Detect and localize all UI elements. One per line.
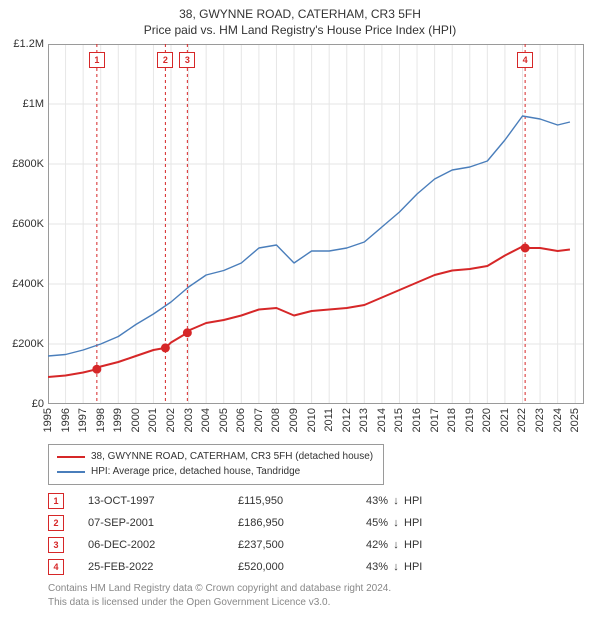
x-tick-label: 2004 [200,408,212,432]
table-price: £237,500 [238,539,348,551]
table-date: 25-FEB-2022 [88,561,238,573]
down-arrow-icon: ↓ [388,517,404,529]
table-pct: 45% [348,517,388,529]
plot-area: £0£200K£400K£600K£800K£1M£1.2M1995199619… [48,44,584,404]
table-hpi-label: HPI [404,517,444,529]
table-marker: 3 [48,537,64,553]
table-date: 13-OCT-1997 [88,495,238,507]
x-tick-label: 2023 [534,408,546,432]
table-date: 06-DEC-2002 [88,539,238,551]
x-tick-label: 2007 [253,408,265,432]
x-tick-label: 2020 [481,408,493,432]
table-marker: 4 [48,559,64,575]
x-tick-label: 2021 [499,408,511,432]
table-price: £115,950 [238,495,348,507]
tx-marker-4: 4 [517,52,533,68]
x-tick-label: 2003 [183,408,195,432]
y-tick-label: £600K [2,218,44,230]
table-price: £520,000 [238,561,348,573]
y-tick-label: £200K [2,338,44,350]
x-tick-label: 2008 [270,408,282,432]
table-hpi-label: HPI [404,561,444,573]
x-tick-label: 2014 [376,408,388,432]
table-marker: 2 [48,515,64,531]
table-hpi-label: HPI [404,539,444,551]
x-tick-label: 1997 [77,408,89,432]
tx-marker-1: 1 [89,52,105,68]
chart-container: 38, GWYNNE ROAD, CATERHAM, CR3 5FH Price… [0,0,600,620]
legend-row-series-1: HPI: Average price, detached house, Tand… [57,464,373,479]
x-tick-label: 2024 [552,408,564,432]
table-marker: 1 [48,493,64,509]
legend-swatch-0 [57,456,85,458]
legend-label-1: HPI: Average price, detached house, Tand… [91,464,300,479]
y-tick-label: £400K [2,278,44,290]
x-tick-label: 2001 [147,408,159,432]
x-tick-label: 1998 [95,408,107,432]
legend: 38, GWYNNE ROAD, CATERHAM, CR3 5FH (deta… [48,444,384,485]
tx-marker-3: 3 [179,52,195,68]
table-price: £186,950 [238,517,348,529]
x-tick-label: 2015 [393,408,405,432]
x-tick-label: 2016 [411,408,423,432]
x-tick-label: 2009 [288,408,300,432]
table-row: 2 07-SEP-2001£186,95045%↓HPI [48,512,548,534]
x-tick-label: 2022 [516,408,528,432]
y-tick-label: £1.2M [2,38,44,50]
table-date: 07-SEP-2001 [88,517,238,529]
x-tick-label: 2005 [218,408,230,432]
x-tick-label: 1999 [112,408,124,432]
x-tick-label: 2019 [464,408,476,432]
down-arrow-icon: ↓ [388,561,404,573]
x-tick-label: 2000 [130,408,142,432]
y-tick-label: £1M [2,98,44,110]
x-tick-label: 2025 [569,408,581,432]
legend-row-series-0: 38, GWYNNE ROAD, CATERHAM, CR3 5FH (deta… [57,449,373,464]
title-sub: Price paid vs. HM Land Registry's House … [0,22,600,38]
table-pct: 42% [348,539,388,551]
x-tick-label: 2006 [235,408,247,432]
title-main: 38, GWYNNE ROAD, CATERHAM, CR3 5FH [0,6,600,22]
legend-label-0: 38, GWYNNE ROAD, CATERHAM, CR3 5FH (deta… [91,449,373,464]
table-row: 1 13-OCT-1997£115,95043%↓HPI [48,490,548,512]
table-row: 3 06-DEC-2002£237,50042%↓HPI [48,534,548,556]
x-tick-label: 2012 [341,408,353,432]
down-arrow-icon: ↓ [388,539,404,551]
y-tick-label: £0 [2,398,44,410]
down-arrow-icon: ↓ [388,495,404,507]
x-tick-label: 1996 [60,408,72,432]
x-tick-label: 2017 [429,408,441,432]
x-tick-label: 2018 [446,408,458,432]
table-pct: 43% [348,495,388,507]
footnote-line-1: Contains HM Land Registry data © Crown c… [48,582,391,596]
y-tick-label: £800K [2,158,44,170]
x-tick-label: 2010 [306,408,318,432]
title-block: 38, GWYNNE ROAD, CATERHAM, CR3 5FH Price… [0,0,600,38]
x-tick-label: 2002 [165,408,177,432]
tx-marker-2: 2 [157,52,173,68]
plot-svg [48,44,584,404]
footnote: Contains HM Land Registry data © Crown c… [48,582,391,609]
table-hpi-label: HPI [404,495,444,507]
x-tick-label: 2011 [323,408,335,432]
legend-swatch-1 [57,471,85,473]
table-row: 4 25-FEB-2022£520,00043%↓HPI [48,556,548,578]
transaction-table: 113-OCT-1997£115,95043%↓HPI207-SEP-2001£… [48,490,548,578]
footnote-line-2: This data is licensed under the Open Gov… [48,596,391,610]
x-tick-label: 2013 [358,408,370,432]
table-pct: 43% [348,561,388,573]
x-tick-label: 1995 [42,408,54,432]
